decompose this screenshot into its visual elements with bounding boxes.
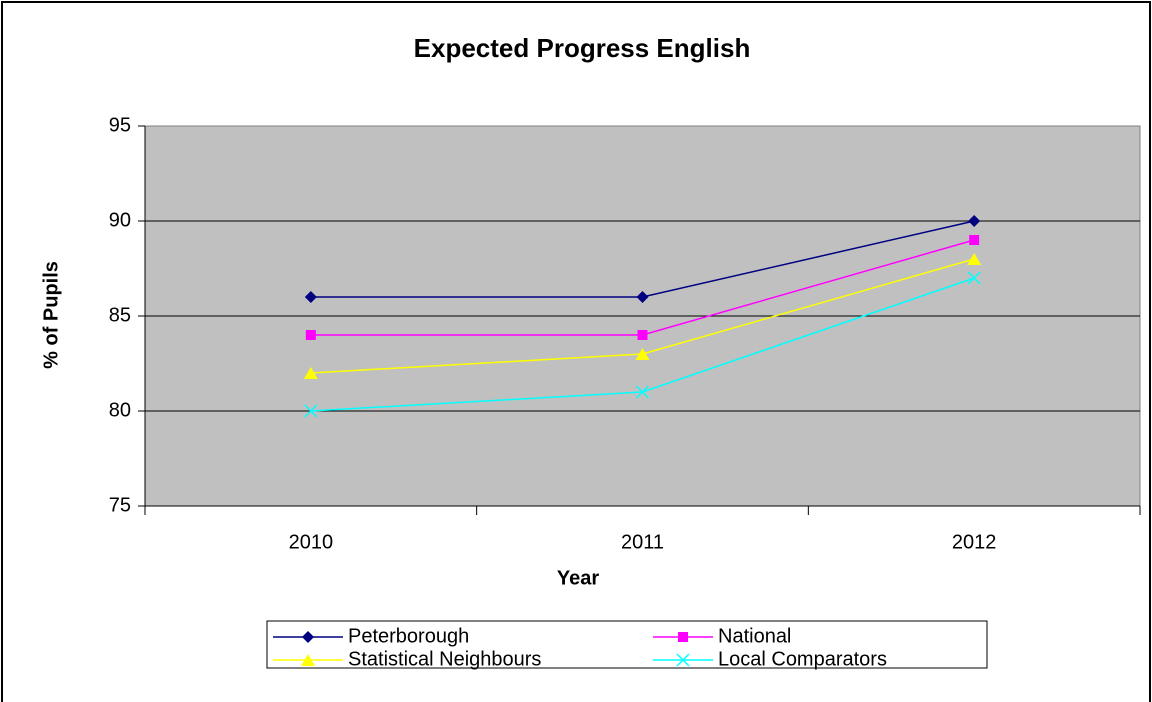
y-tick-label: 85 [109,304,131,326]
y-tick-label: 95 [109,114,131,136]
marker [304,291,317,303]
y-axis-label: % of Pupils [40,261,62,369]
y-tick-label: 80 [109,399,131,421]
y-tick-label: 75 [109,494,131,516]
marker [635,348,650,360]
legend-label: Statistical Neighbours [348,648,541,670]
legend-marker [301,654,315,666]
x-tick-label: 2011 [621,531,664,553]
x-tick-label: 2012 [952,531,997,553]
x-tick-label: 2010 [289,531,334,553]
legend-box [266,620,988,669]
x-axis-label: Year [557,567,599,589]
y-tick-label: 90 [109,209,131,231]
marker [304,404,318,418]
legend-label: Peterborough [348,625,469,647]
marker [969,235,980,245]
legend-marker [302,631,314,643]
marker [968,215,981,227]
marker [636,291,649,303]
legend-marker [676,653,690,667]
marker [635,385,650,399]
legend-marker [678,632,688,642]
legend-label: Local Comparators [718,648,887,670]
marker [305,330,316,340]
legend-label: National [718,625,791,647]
chart-title: Expected Progress English [414,33,751,63]
marker [303,367,318,379]
marker [637,330,648,340]
marker [967,271,981,285]
marker [967,253,982,265]
